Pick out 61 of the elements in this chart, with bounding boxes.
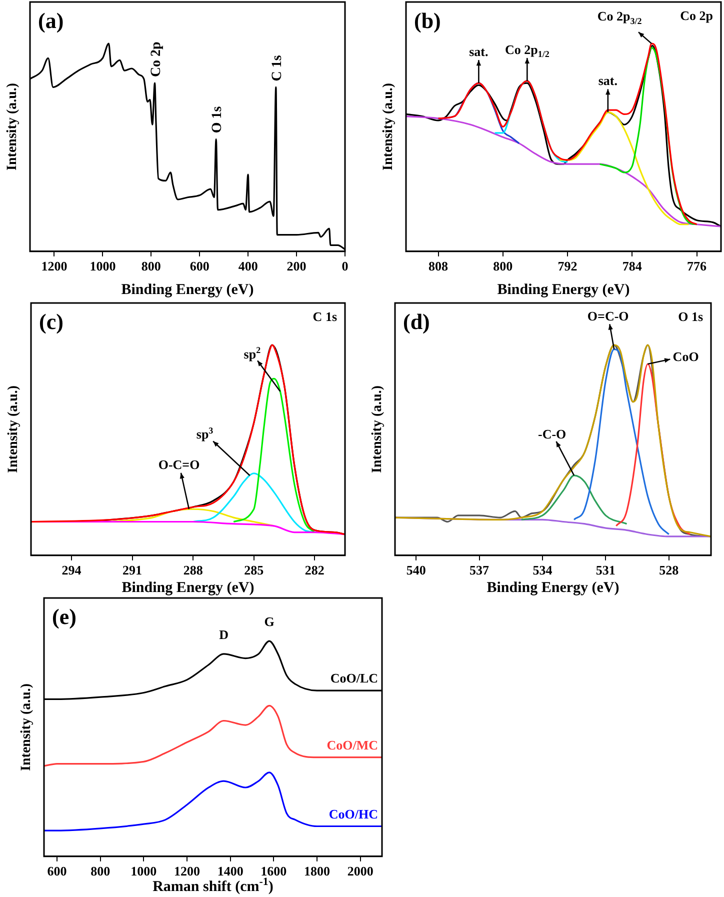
text: C 1s — [312, 309, 338, 324]
y-axis-title: Intensity (a.u.) — [19, 683, 34, 771]
x-tick-label: 540 — [406, 562, 426, 578]
x-tick-label: 1000 — [130, 864, 157, 879]
x-tick-label: 600 — [47, 864, 67, 879]
x-tick-label: 288 — [183, 562, 204, 578]
x-tick-label: 800 — [493, 258, 513, 274]
chart-title: (e) — [52, 604, 76, 629]
y-axis-title: Intensity (a.u.) — [381, 82, 396, 170]
annotation: G — [264, 614, 274, 630]
x-tick-label: 1400 — [217, 864, 244, 879]
x-axis-title: Binding Energy (eV) — [486, 580, 620, 596]
series-label: CoO/MC — [326, 737, 378, 752]
x-tick-label: 400 — [238, 258, 258, 274]
y-axis-title: Intensity (a.u.) — [6, 385, 21, 473]
series-label: CoO/HC — [328, 806, 378, 822]
annotation: O=C-O — [587, 308, 629, 324]
x-tick-label: 531 — [596, 562, 616, 578]
x-axis-title: Binding Energy (eV) — [497, 282, 630, 298]
x-axis-title: Binding Energy (eV) — [121, 282, 254, 298]
x-tick-label: 808 — [428, 258, 449, 274]
x-tick-label: 0 — [342, 258, 348, 274]
x-axis-title: Binding Energy (eV) — [122, 580, 254, 596]
chart-title: (b) — [414, 8, 441, 33]
chart-title: (c) — [39, 309, 64, 334]
x-tick-label: 1000 — [90, 258, 116, 274]
x-tick-label: 800 — [90, 864, 110, 879]
x-tick-label: 776 — [687, 258, 708, 274]
x-tick-label: 792 — [558, 258, 578, 274]
annotation: CoO — [672, 348, 699, 364]
y-axis-title: Intensity (a.u.) — [5, 82, 20, 170]
text: O 1s — [678, 309, 703, 324]
x-tick-label: 1600 — [260, 864, 287, 879]
x-tick-label: 291 — [122, 562, 142, 578]
annotation: sat. — [598, 73, 618, 88]
x-tick-label: 1200 — [174, 864, 200, 879]
x-tick-label: 537 — [470, 562, 490, 578]
annotation: Co 2p — [148, 41, 164, 78]
annotation: O-C=O — [158, 457, 200, 472]
x-tick-label: 528 — [659, 562, 680, 578]
x-tick-label: 784 — [622, 258, 642, 274]
chart-title: (a) — [38, 8, 64, 33]
x-tick-label: 600 — [190, 258, 210, 274]
text: Co 2p — [680, 8, 714, 23]
x-tick-label: 534 — [532, 562, 553, 578]
x-tick-label: 200 — [286, 258, 306, 274]
annotation: O 1s — [210, 106, 226, 134]
x-tick-label: 285 — [244, 562, 264, 578]
annotation: C 1s — [270, 54, 285, 82]
annotation: D — [219, 626, 229, 642]
y-axis-title: Intensity (a.u.) — [370, 385, 385, 473]
annotation: -C-O — [538, 426, 566, 442]
annotation: sat. — [469, 44, 488, 60]
x-tick-label: 1800 — [304, 864, 330, 879]
series-label: CoO/LC — [330, 670, 378, 686]
chart-title: (d) — [403, 309, 430, 334]
x-tick-label: 800 — [141, 258, 161, 274]
x-tick-label: 282 — [304, 562, 324, 578]
x-tick-label: 1200 — [41, 258, 68, 274]
x-tick-label: 2000 — [347, 864, 374, 879]
x-tick-label: 294 — [62, 562, 82, 578]
